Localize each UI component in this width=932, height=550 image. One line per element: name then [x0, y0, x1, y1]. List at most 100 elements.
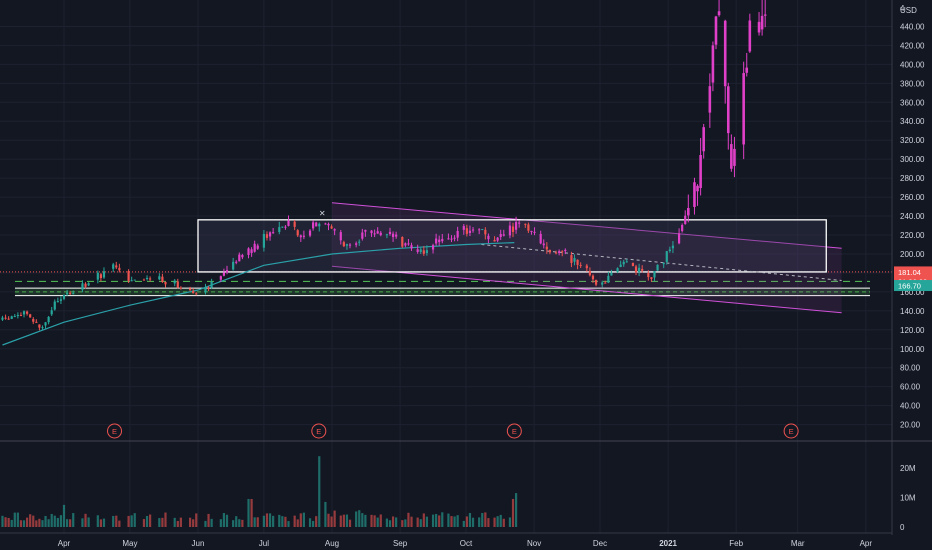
candle-body[interactable]: [573, 258, 576, 262]
candle-body[interactable]: [10, 316, 13, 319]
dashed-trend-line[interactable]: [481, 243, 842, 282]
candle-body[interactable]: [404, 243, 407, 246]
candle-body[interactable]: [19, 315, 23, 317]
candle-body[interactable]: [619, 264, 622, 268]
channel-lower-line[interactable]: [331, 265, 842, 314]
candle-body[interactable]: [238, 254, 241, 262]
candle-body[interactable]: [527, 224, 530, 231]
candle-body[interactable]: [634, 266, 638, 273]
candle-body[interactable]: [62, 294, 66, 299]
candle-body[interactable]: [158, 276, 161, 280]
candle-body[interactable]: [225, 270, 229, 273]
candle-body[interactable]: [717, 11, 721, 16]
candle-body[interactable]: [742, 73, 745, 145]
candle-body[interactable]: [173, 280, 176, 284]
candle-body[interactable]: [487, 235, 490, 240]
candle-body[interactable]: [699, 155, 702, 189]
candle-body[interactable]: [308, 230, 312, 236]
candle-body[interactable]: [115, 265, 118, 268]
candle-body[interactable]: [16, 315, 19, 317]
candle-body[interactable]: [585, 265, 588, 269]
candle-body[interactable]: [456, 230, 459, 238]
candle-body[interactable]: [410, 245, 413, 249]
candle-body[interactable]: [435, 238, 438, 244]
candle-body[interactable]: [296, 230, 299, 236]
candle-body[interactable]: [339, 232, 342, 241]
candle-body[interactable]: [265, 234, 269, 238]
candle-body[interactable]: [601, 282, 604, 285]
candle-body[interactable]: [570, 255, 573, 263]
candle-body[interactable]: [441, 238, 444, 242]
candle-body[interactable]: [315, 222, 318, 227]
candle-body[interactable]: [130, 280, 133, 282]
candle-body[interactable]: [607, 275, 610, 283]
candle-body[interactable]: [681, 224, 684, 232]
candle-body[interactable]: [112, 264, 115, 269]
candle-body[interactable]: [373, 233, 376, 235]
candle-body[interactable]: [407, 243, 410, 245]
candle-body[interactable]: [714, 16, 718, 45]
candle-body[interactable]: [696, 185, 699, 192]
candle-body[interactable]: [59, 299, 63, 301]
candle-body[interactable]: [302, 235, 305, 237]
candle-body[interactable]: [210, 281, 213, 288]
candle-body[interactable]: [524, 223, 527, 225]
candle-body[interactable]: [35, 321, 38, 323]
candles-layer[interactable]: [1, 0, 767, 331]
candle-body[interactable]: [726, 86, 730, 134]
earnings-marker[interactable]: [107, 423, 123, 439]
candle-body[interactable]: [281, 226, 284, 228]
candle-body[interactable]: [462, 225, 465, 230]
candle-body[interactable]: [161, 276, 164, 282]
candle-body[interactable]: [219, 276, 222, 280]
candle-body[interactable]: [324, 223, 327, 225]
candle-body[interactable]: [32, 319, 35, 322]
candle-body[interactable]: [1, 317, 4, 320]
candle-body[interactable]: [333, 229, 336, 231]
candle-body[interactable]: [330, 226, 333, 229]
candle-body[interactable]: [558, 251, 561, 253]
candle-body[interactable]: [757, 21, 761, 33]
candle-body[interactable]: [539, 233, 542, 244]
candle-body[interactable]: [662, 262, 665, 265]
candle-body[interactable]: [29, 314, 32, 318]
candle-body[interactable]: [312, 222, 315, 229]
candle-body[interactable]: [133, 279, 136, 281]
candle-body[interactable]: [262, 233, 266, 248]
candle-body[interactable]: [47, 316, 50, 323]
candle-body[interactable]: [708, 86, 712, 113]
candle-body[interactable]: [478, 229, 481, 231]
candle-body[interactable]: [379, 232, 382, 236]
candle-body[interactable]: [502, 234, 505, 236]
candle-body[interactable]: [468, 230, 472, 233]
candle-body[interactable]: [431, 245, 435, 250]
candle-body[interactable]: [69, 292, 72, 294]
candle-body[interactable]: [179, 287, 182, 289]
candle-body[interactable]: [41, 327, 44, 329]
candle-body[interactable]: [693, 182, 696, 207]
candle-body[interactable]: [594, 279, 598, 285]
candle-body[interactable]: [684, 215, 687, 224]
candle-body[interactable]: [50, 310, 53, 315]
candle-body[interactable]: [395, 234, 398, 237]
candle-body[interactable]: [425, 250, 428, 254]
candle-body[interactable]: [364, 229, 367, 232]
candle-body[interactable]: [641, 268, 644, 271]
candle-body[interactable]: [760, 15, 764, 30]
candle-body[interactable]: [518, 222, 521, 224]
candle-body[interactable]: [493, 239, 496, 242]
candle-body[interactable]: [96, 272, 99, 280]
candle-body[interactable]: [250, 249, 253, 254]
candle-body[interactable]: [533, 231, 536, 233]
candle-body[interactable]: [496, 237, 499, 241]
candle-body[interactable]: [453, 237, 456, 239]
candle-body[interactable]: [481, 228, 484, 230]
candle-body[interactable]: [471, 229, 475, 231]
candle-body[interactable]: [204, 287, 207, 293]
candle-body[interactable]: [284, 226, 287, 228]
candle-body[interactable]: [253, 243, 256, 252]
candle-body[interactable]: [222, 272, 226, 276]
candle-body[interactable]: [195, 293, 198, 295]
candle-body[interactable]: [653, 271, 656, 278]
